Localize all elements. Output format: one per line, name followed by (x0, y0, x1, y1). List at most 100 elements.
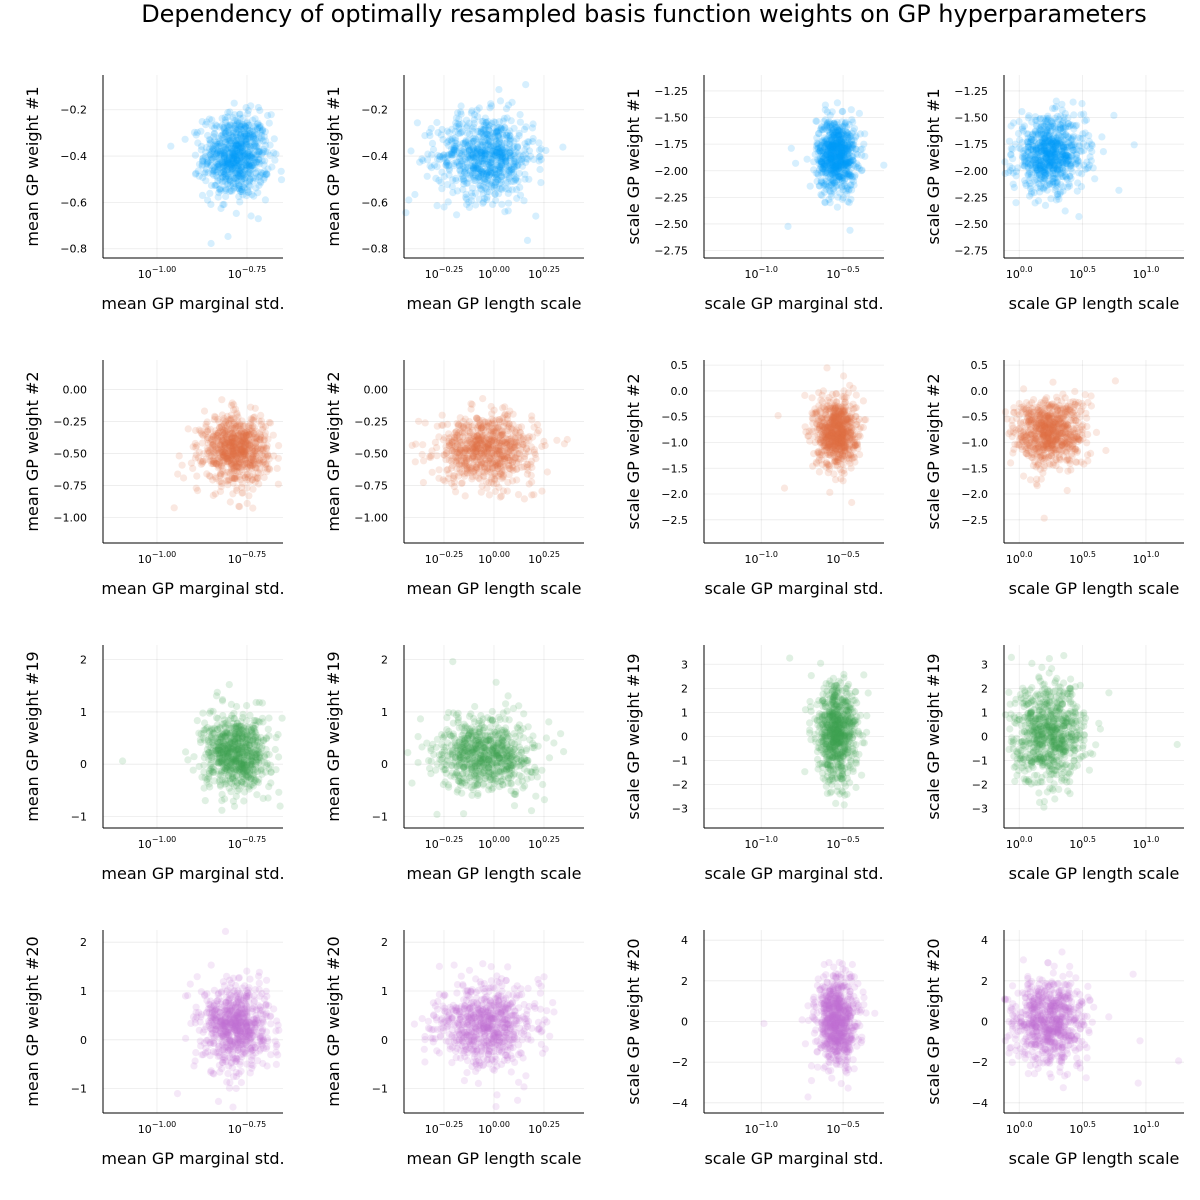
data-point (1033, 176, 1041, 184)
y-tick-label: −0.75 (354, 479, 388, 492)
data-point (261, 429, 269, 437)
data-point (480, 121, 488, 129)
y-tick-label: −0.2 (60, 104, 87, 117)
data-point (191, 454, 199, 462)
data-point (274, 480, 282, 488)
data-point (478, 482, 486, 490)
data-point (528, 412, 536, 420)
data-point (254, 215, 262, 223)
data-point (255, 144, 263, 152)
x-tick-label: 10−1.00 (138, 265, 177, 281)
data-point (833, 99, 842, 107)
data-point (230, 401, 238, 409)
data-point (1091, 175, 1099, 183)
x-tick-label: 10−1.00 (138, 550, 177, 566)
data-point (418, 450, 426, 459)
data-point (505, 185, 513, 194)
data-point (210, 129, 219, 137)
data-point (1083, 165, 1091, 173)
data-point (238, 186, 246, 194)
data-point (261, 148, 269, 156)
data-point (224, 416, 232, 424)
data-point (469, 461, 477, 469)
data-point (218, 177, 226, 185)
data-point (516, 118, 525, 126)
data-point (237, 187, 245, 195)
data-point (220, 149, 229, 157)
data-point (212, 181, 221, 189)
data-point (259, 170, 267, 178)
data-point (243, 127, 252, 135)
data-point (532, 212, 540, 220)
data-point (265, 119, 273, 127)
data-point (496, 97, 505, 105)
data-point (217, 185, 225, 193)
data-point (230, 156, 238, 164)
y-axis-label: scale GP weight #1 (624, 88, 643, 244)
data-point (435, 176, 443, 184)
data-point (443, 420, 452, 428)
data-point (223, 135, 231, 144)
data-point (236, 169, 244, 177)
data-point (238, 160, 246, 168)
data-point (411, 190, 419, 199)
data-point (245, 492, 253, 500)
data-point (250, 455, 258, 463)
data-point (433, 444, 441, 452)
data-point (223, 172, 231, 180)
data-point (216, 487, 225, 496)
data-point (230, 415, 238, 423)
x-tick-label: 100.00 (478, 265, 510, 281)
data-point (1069, 98, 1077, 106)
data-point (226, 160, 234, 168)
data-point (211, 124, 219, 132)
data-point (842, 167, 851, 175)
data-point (214, 147, 222, 155)
data-point (843, 129, 851, 137)
data-point (846, 226, 854, 234)
x-tick-label: 100.0 (1006, 265, 1033, 281)
data-point (433, 202, 441, 210)
scatter-series (408, 395, 571, 503)
data-point (829, 178, 837, 186)
data-point (209, 155, 217, 163)
data-point (516, 183, 524, 191)
y-tick-label: −1.25 (654, 85, 688, 98)
data-point (808, 394, 816, 402)
y-tick-label: −2.25 (654, 191, 688, 204)
data-point (202, 121, 210, 129)
data-point (523, 444, 531, 452)
data-point (232, 209, 240, 217)
data-point (423, 172, 431, 180)
y-tick-label: −0.50 (354, 447, 388, 460)
data-point (224, 170, 232, 178)
subplot-r1-c4: −2.75−2.50−2.25−2.00−1.75−1.50−1.25100.0… (924, 75, 1184, 313)
data-point (844, 198, 852, 206)
data-point (222, 160, 231, 168)
data-point (462, 444, 470, 452)
data-point (191, 151, 199, 159)
x-tick-label: 100.00 (478, 550, 510, 566)
data-point (224, 144, 232, 152)
data-point (1040, 140, 1048, 148)
data-point (242, 137, 250, 145)
data-point (426, 132, 434, 140)
data-point (506, 407, 514, 415)
data-point (468, 400, 476, 409)
data-point (191, 170, 200, 178)
data-point (816, 182, 824, 190)
data-point (533, 421, 542, 429)
data-point (523, 460, 531, 468)
data-point (1059, 125, 1068, 133)
data-point (816, 155, 824, 163)
data-point (792, 159, 800, 167)
data-point (433, 155, 442, 163)
data-point (563, 435, 571, 444)
data-point (180, 474, 188, 482)
data-point (538, 487, 546, 495)
data-point (175, 452, 183, 460)
y-tick-label: −2.00 (954, 165, 988, 178)
data-point (1010, 183, 1018, 192)
data-point (489, 200, 497, 208)
data-point (1022, 181, 1030, 189)
